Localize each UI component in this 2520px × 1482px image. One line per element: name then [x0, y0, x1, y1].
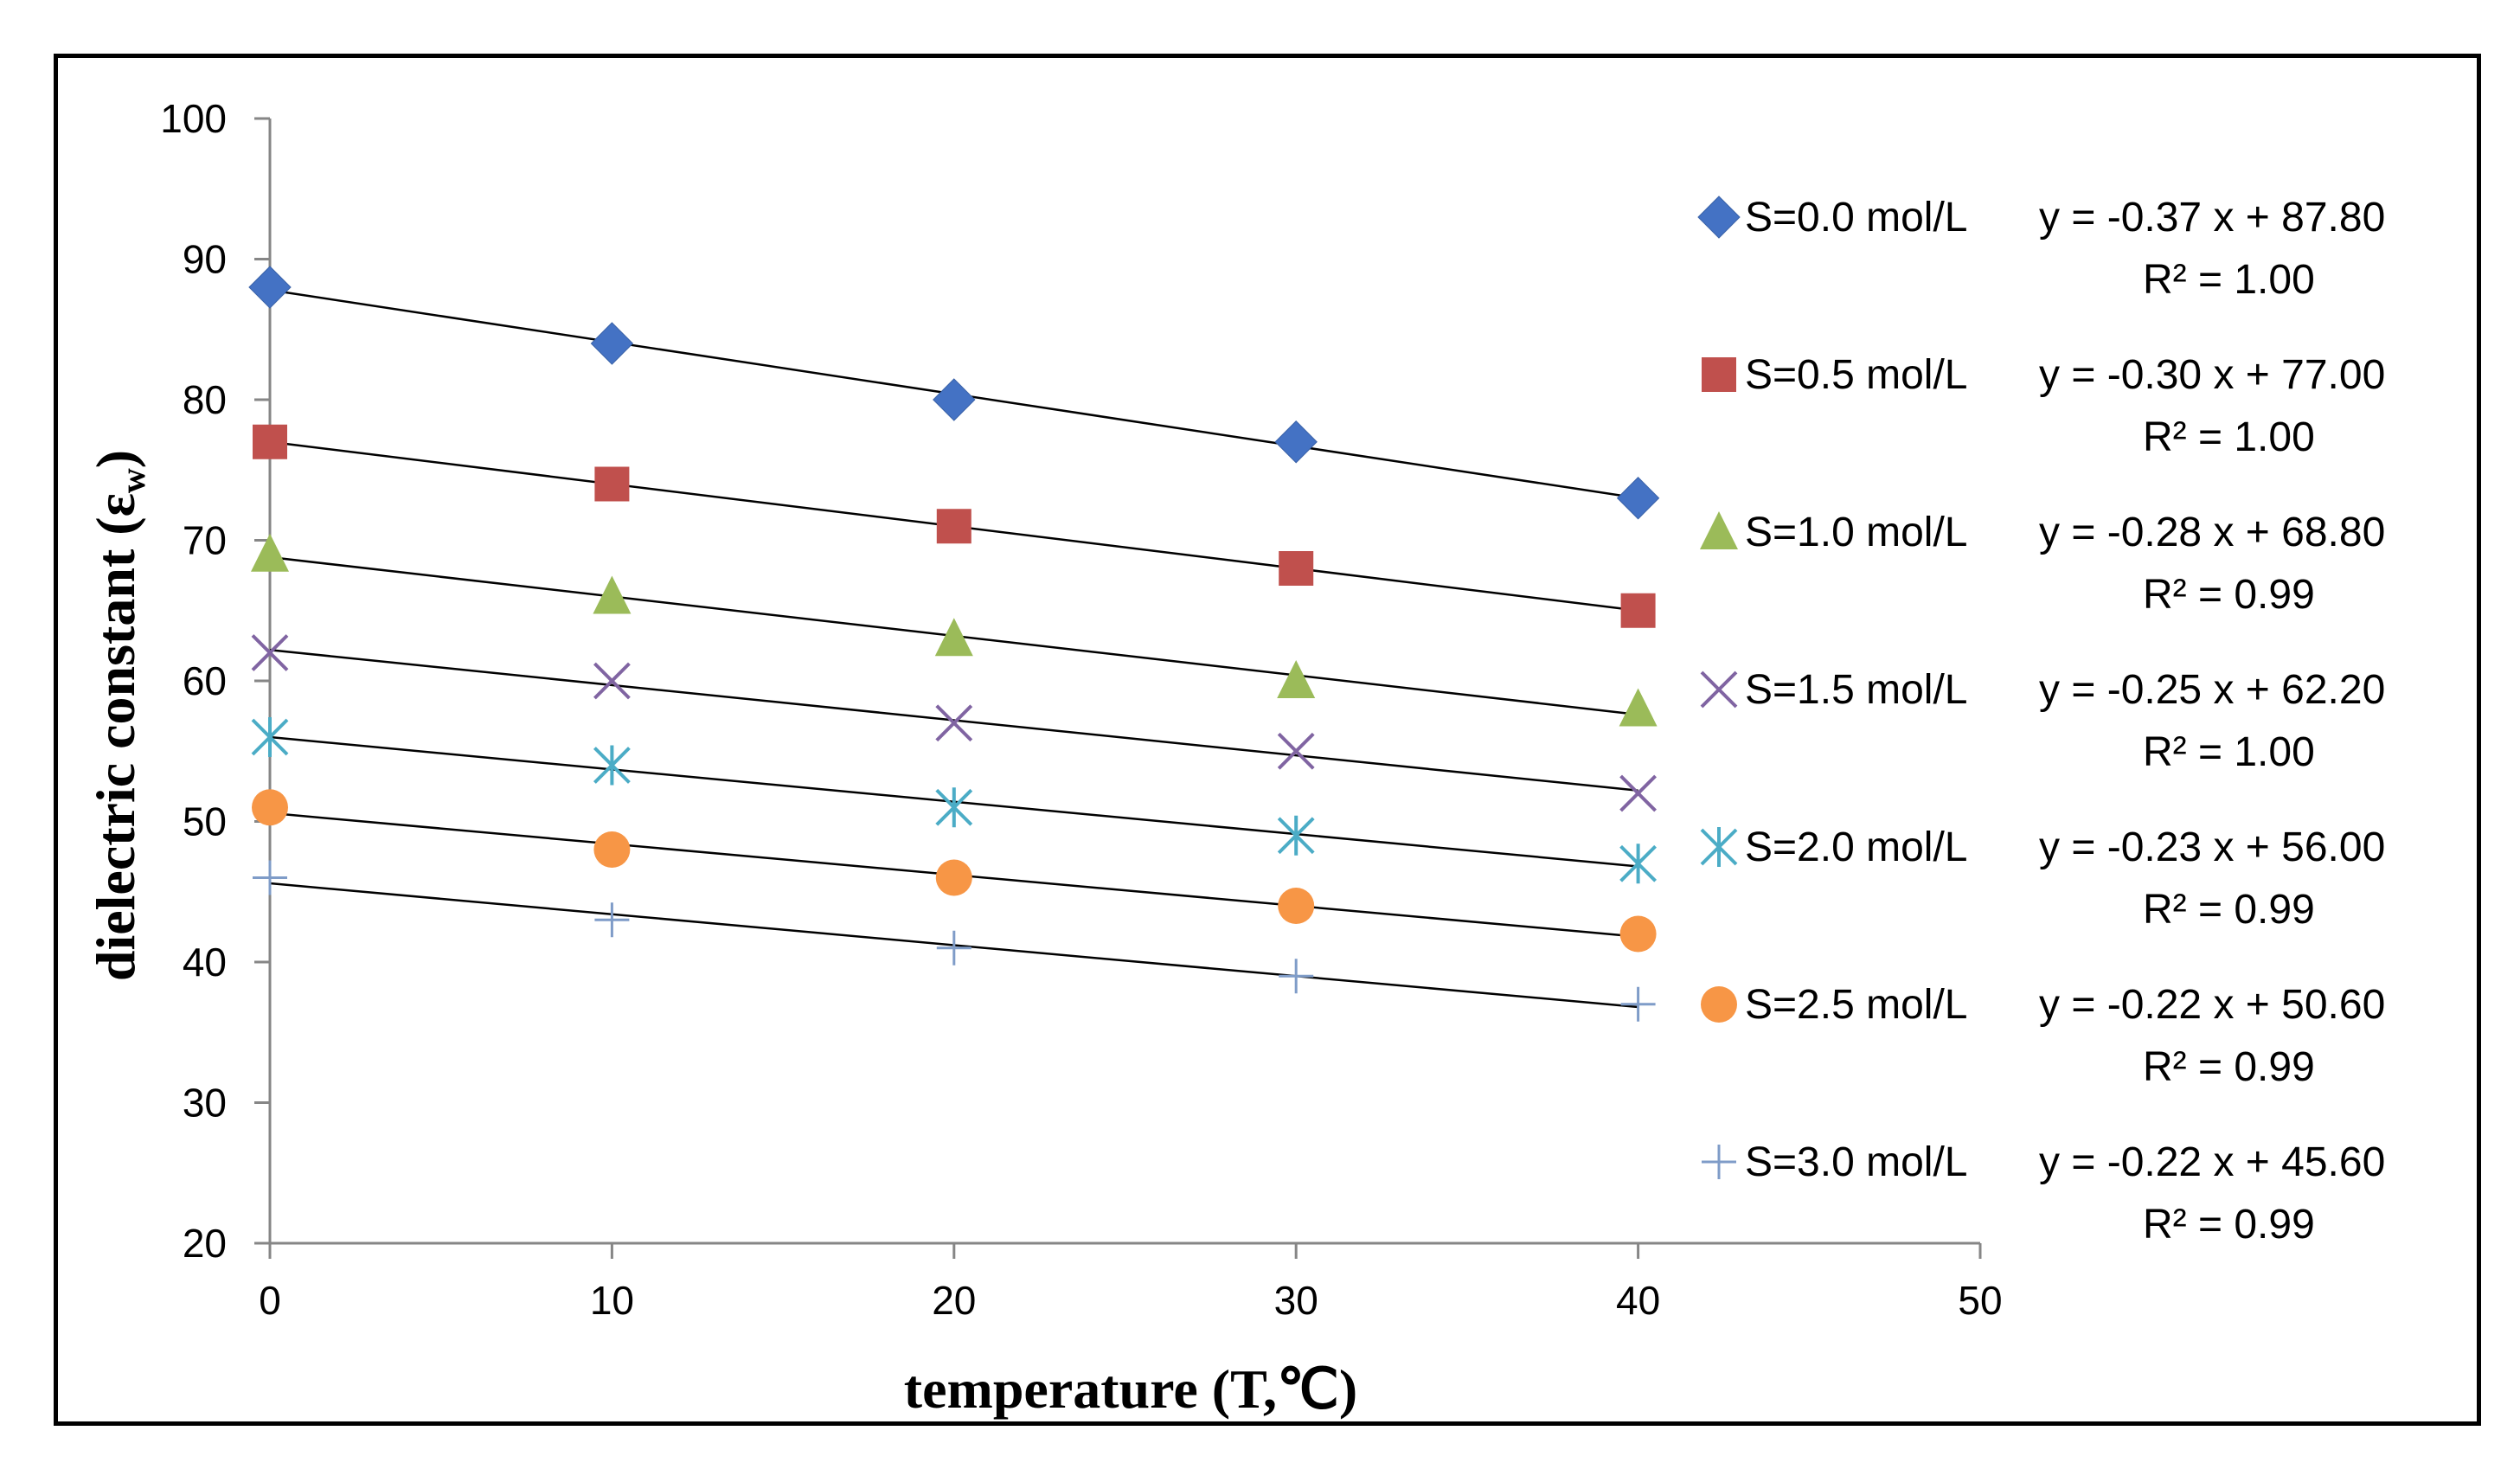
data-point-s2-1 [593, 575, 632, 614]
x-tick-label: 20 [932, 1278, 976, 1323]
data-point-s0-1 [590, 322, 634, 365]
y-tick-label: 60 [183, 658, 227, 703]
y-tick-label: 90 [183, 237, 227, 282]
x-marker-stroke [593, 662, 631, 700]
data-point-s6-1 [594, 902, 630, 938]
legend-label-2: S=1.0 mol/L [1745, 510, 1967, 555]
chart-svg: 20 30 40 50 60 70 80 90 100 0 10 20 30 40 50 S=0.0 mol… [85, 96, 2385, 1420]
trend-r2-3: R² = 1.00 [2143, 729, 2315, 775]
data-point-s1-2 [936, 509, 971, 544]
data-point-s1-1 [594, 466, 630, 502]
legend-marker-1 [1702, 357, 1736, 392]
data-point-s5-4 [1619, 915, 1657, 953]
x-tick-label: 30 [1274, 1278, 1318, 1323]
chart-frame: 20 30 40 50 60 70 80 90 100 0 10 20 30 40 50 S=0.0 mol… [54, 54, 2481, 1426]
y-tick-label: 70 [183, 518, 227, 563]
data-point-s0-3 [1274, 420, 1318, 464]
data-point-s2-4 [1619, 688, 1658, 727]
y-tick-label: 20 [183, 1221, 227, 1266]
data-point-s5-1 [593, 831, 631, 868]
data-point-s6-0 [253, 860, 287, 895]
y-tick-label: 50 [183, 799, 227, 844]
y-tick-label: 40 [183, 940, 227, 985]
data-point-s4-4 [1619, 844, 1658, 884]
x-tick-label: 40 [1616, 1278, 1660, 1323]
trend-equation-6: y = -0.22 x + 45.60 [2039, 1139, 2385, 1185]
legend-marker-3 [1700, 670, 1738, 709]
legend-marker-2 [1700, 511, 1738, 549]
data-point-s4-2 [935, 787, 973, 828]
trend-r2-1: R² = 1.00 [2143, 414, 2315, 460]
data-point-s3-2 [935, 704, 973, 742]
y-tick-label: 100 [160, 96, 227, 141]
data-point-s4-3 [1277, 815, 1315, 856]
trendline-3 [269, 649, 1638, 792]
x-marker-stroke [935, 704, 973, 742]
data-point-s3-0 [251, 634, 289, 671]
x-marker-stroke [251, 634, 289, 671]
data-point-s1-0 [253, 424, 287, 459]
y-tick-label: 80 [183, 377, 227, 422]
trend-r2-4: R² = 0.99 [2143, 887, 2315, 933]
data-point-s6-4 [1620, 986, 1656, 1022]
x-tick-label: 50 [1958, 1278, 2002, 1323]
svg-text:dielectric constant (εw): dielectric constant (εw) [85, 450, 152, 981]
trend-equation-5: y = -0.22 x + 50.60 [2039, 982, 2385, 1028]
y-axis-title: dielectric constant (εw) [85, 450, 152, 981]
data-point-s3-3 [1277, 732, 1315, 770]
data-point-s6-2 [936, 930, 971, 966]
data-point-s4-0 [251, 717, 289, 757]
y-tick-label: 30 [183, 1081, 227, 1126]
legend-marker-4 [1700, 827, 1738, 867]
y-axis-title-symbol: ε [85, 493, 146, 516]
data-point-s2-2 [934, 618, 973, 657]
legend-label-1: S=0.5 mol/L [1745, 352, 1967, 398]
legend-label-5: S=2.5 mol/L [1745, 982, 1967, 1028]
legend-label-4: S=2.0 mol/L [1745, 824, 1967, 870]
legend-label-0: S=0.0 mol/L [1745, 195, 1967, 241]
trend-r2-5: R² = 0.99 [2143, 1044, 2315, 1090]
data-point-s0-2 [933, 378, 976, 421]
data-point-s1-4 [1620, 593, 1656, 628]
data-point-s6-3 [1279, 959, 1314, 994]
y-axis-title-subscript: w [113, 468, 152, 493]
data-point-s2-3 [1277, 660, 1316, 698]
legend-marker-0 [1697, 196, 1741, 239]
data-point-s5-0 [252, 789, 288, 826]
data-point-s0-0 [248, 266, 292, 309]
data-point-s2-0 [251, 533, 289, 572]
data-point-s3-4 [1619, 774, 1658, 812]
data-point-s5-2 [935, 859, 972, 896]
data-point-s1-3 [1279, 551, 1314, 586]
trend-r2-2: R² = 0.99 [2143, 572, 2315, 618]
x-axis-title: temperature (T,℃) [904, 1358, 1357, 1420]
legend-marker-5 [1701, 986, 1737, 1023]
legend-label-6: S=3.0 mol/L [1745, 1139, 1967, 1185]
legend-layer: S=0.0 mol/L y = -0.37 x + 87.80 R² = 1.00 S… [1697, 195, 2385, 1248]
y-axis-title-close: ) [85, 450, 146, 468]
trend-r2-6: R² = 0.99 [2143, 1202, 2315, 1248]
data-point-s3-1 [593, 662, 631, 700]
y-axis-title-main: dielectric constant ( [85, 516, 146, 981]
trend-r2-0: R² = 1.00 [2143, 257, 2315, 303]
data-point-s5-3 [1278, 888, 1315, 924]
legend-label-3: S=1.5 mol/L [1745, 667, 1967, 713]
markers-layer [248, 266, 1660, 1022]
x-tick-label: 0 [259, 1278, 281, 1323]
data-point-s4-1 [593, 745, 631, 786]
x-tick-label: 10 [590, 1278, 634, 1323]
axes-layer: 20 30 40 50 60 70 80 90 100 0 10 20 30 40 50 [160, 96, 2002, 1323]
data-point-s0-4 [1616, 477, 1660, 520]
trend-equation-1: y = -0.30 x + 77.00 [2039, 352, 2385, 398]
trend-equation-2: y = -0.28 x + 68.80 [2039, 510, 2385, 555]
trend-equation-0: y = -0.37 x + 87.80 [2039, 195, 2385, 241]
x-marker-stroke [1619, 774, 1658, 812]
trend-equation-3: y = -0.25 x + 62.20 [2039, 667, 2385, 713]
legend-marker-6 [1702, 1145, 1736, 1179]
x-marker-stroke [1277, 732, 1315, 770]
x-marker-stroke [1700, 670, 1738, 709]
trend-equation-4: y = -0.23 x + 56.00 [2039, 824, 2385, 870]
